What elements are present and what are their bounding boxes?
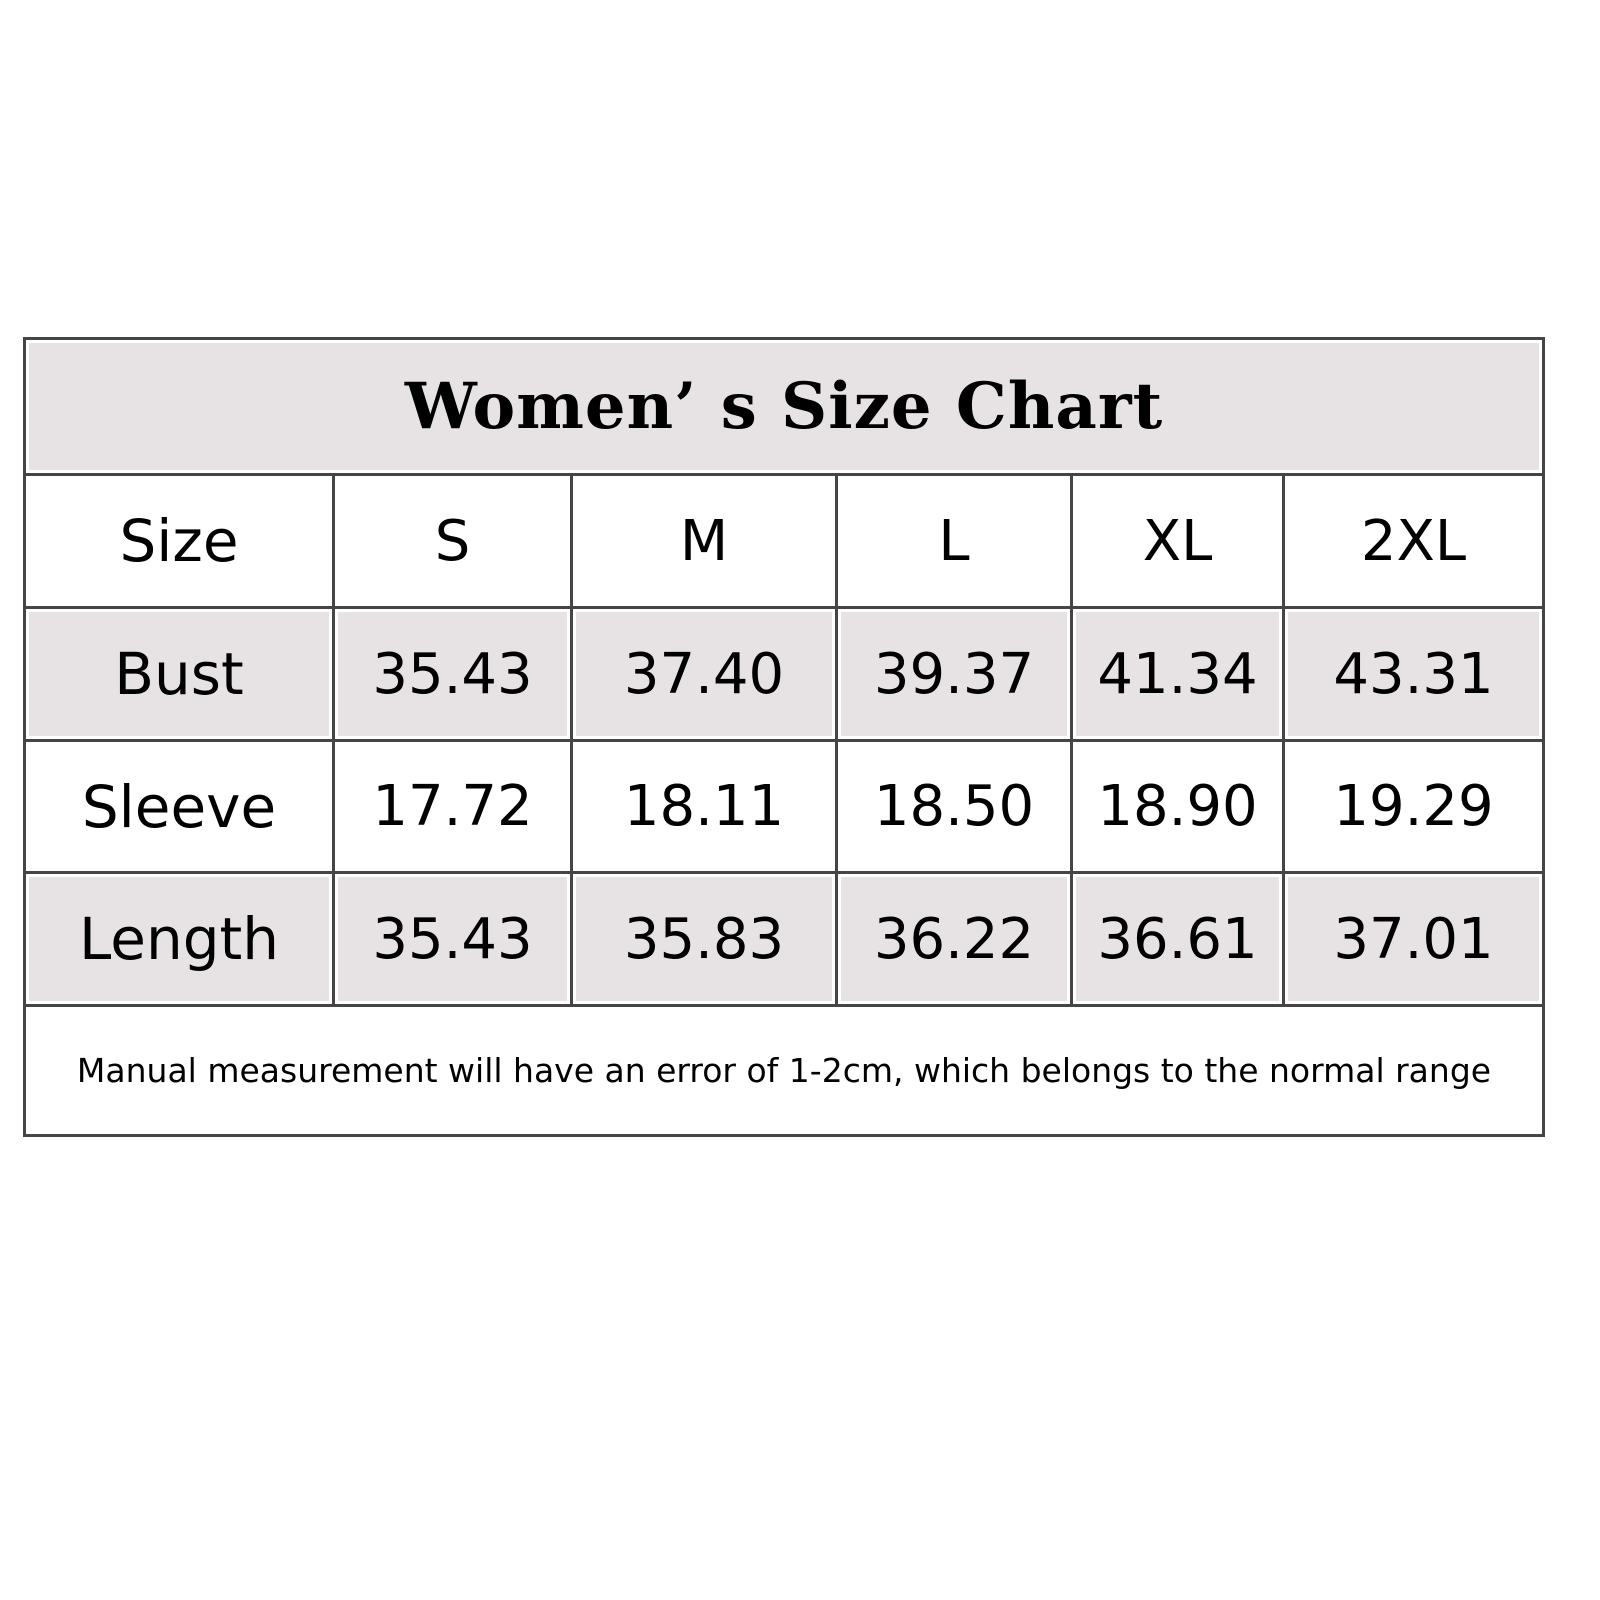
measurement-cell: 18.50 <box>838 742 1073 874</box>
measurement-cell: 19.29 <box>1285 742 1542 874</box>
measurement-cell: 36.61 <box>1073 874 1285 1007</box>
size-header: S <box>335 476 573 609</box>
size-header: 2XL <box>1285 476 1542 609</box>
measurement-cell: 37.40 <box>573 609 838 742</box>
measurement-note: Manual measurement will have an error of… <box>26 1007 1542 1134</box>
measurement-cell: 36.22 <box>838 874 1073 1007</box>
measurement-cell: 35.43 <box>335 874 573 1007</box>
measurement-cell: 35.83 <box>573 874 838 1007</box>
header-label: Size <box>26 476 335 609</box>
table-title: Women’ s Size Chart <box>26 340 1542 476</box>
measurement-cell: 41.34 <box>1073 609 1285 742</box>
row-label: Sleeve <box>26 742 335 874</box>
measurement-cell: 17.72 <box>335 742 573 874</box>
row-label: Bust <box>26 609 335 742</box>
row-label: Length <box>26 874 335 1007</box>
measurement-cell: 39.37 <box>838 609 1073 742</box>
measurement-cell: 18.11 <box>573 742 838 874</box>
size-header: M <box>573 476 838 609</box>
measurement-cell: 35.43 <box>335 609 573 742</box>
measurement-cell: 37.01 <box>1285 874 1542 1007</box>
size-header: XL <box>1073 476 1285 609</box>
size-header: L <box>838 476 1073 609</box>
size-chart-table: Women’ s Size Chart Size S M L XL 2XL Bust 35.43… <box>23 337 1545 1137</box>
measurement-cell: 43.31 <box>1285 609 1542 742</box>
measurement-cell: 18.90 <box>1073 742 1285 874</box>
